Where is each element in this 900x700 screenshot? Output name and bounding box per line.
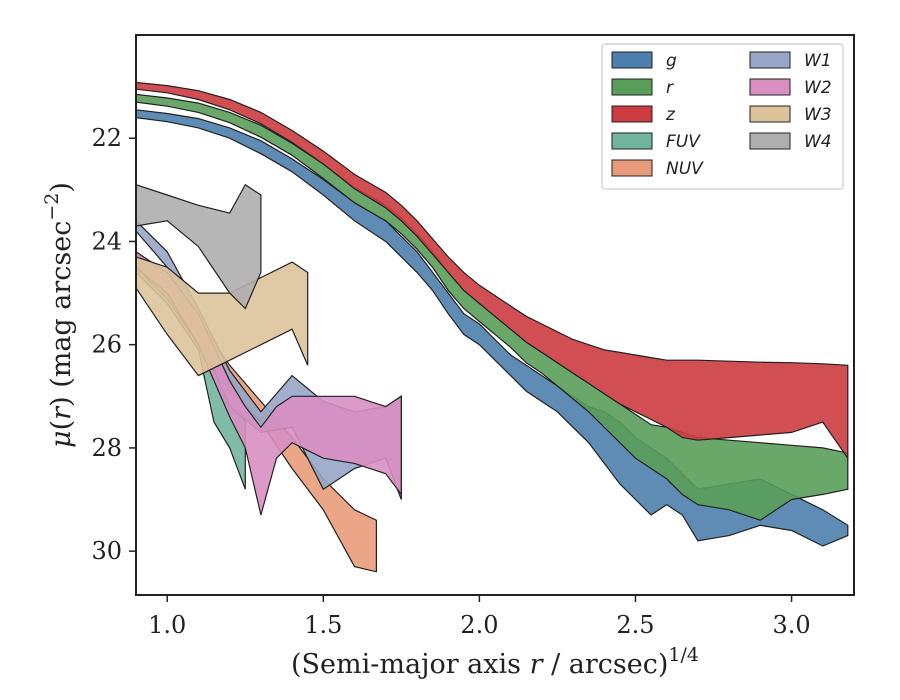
x-axis-label: (Semi-major axis r / arcsec)1/4: [291, 644, 699, 680]
y-tick-label: 26: [91, 331, 122, 359]
legend-swatch-z: [611, 105, 653, 123]
y-tick-label: 22: [91, 124, 122, 152]
x-tick-label: 1.5: [304, 611, 342, 639]
band-w4: [136, 183, 262, 310]
legend-swatch-fuv: [611, 132, 653, 150]
legend-swatch-w2: [749, 78, 791, 96]
legend-label-fuv: FUV: [666, 132, 701, 152]
legend-swatch-r: [611, 78, 653, 96]
y-tick-label: 24: [91, 227, 122, 255]
x-tick-label: 3.0: [772, 611, 810, 639]
y-axis: 22 24 26 28 30: [91, 124, 136, 565]
legend-swatch-w4: [749, 132, 791, 150]
x-tick-label: 1.0: [148, 611, 186, 639]
y-tick-label: 30: [91, 537, 122, 565]
legend: grz FUV NUV W1 W2 W3 W4: [601, 43, 844, 190]
plot-frame: [135, 34, 855, 596]
band-w3: [136, 256, 309, 377]
legend-label-w3: W3: [804, 105, 832, 125]
legend-label-r: r: [666, 78, 674, 98]
legend-label-z: z: [665, 105, 676, 125]
y-axis-label: μ(r) (mag arcsec−2): [41, 182, 77, 448]
legend-swatch-nuv: [611, 159, 653, 177]
y-tick-label: 28: [91, 434, 122, 462]
band-z: [136, 81, 849, 461]
legend-label-nuv: NUV: [666, 159, 704, 179]
profile-bands: [136, 81, 849, 573]
legend-swatch-w1: [749, 51, 791, 69]
legend-label-g: g: [666, 51, 677, 71]
legend-swatch-g: [611, 51, 653, 69]
x-tick-label: 2.5: [616, 611, 654, 639]
legend-swatch-w3: [749, 105, 791, 123]
band-w2: [136, 251, 402, 516]
x-tick-label: 2.0: [460, 611, 498, 639]
legend-label-w4: W4: [804, 132, 832, 152]
x-axis: 1.0 1.5 2.0 2.5 3.0: [148, 595, 811, 639]
legend-label-w2: W2: [804, 78, 832, 98]
legend-label-w1: W1: [804, 51, 832, 71]
